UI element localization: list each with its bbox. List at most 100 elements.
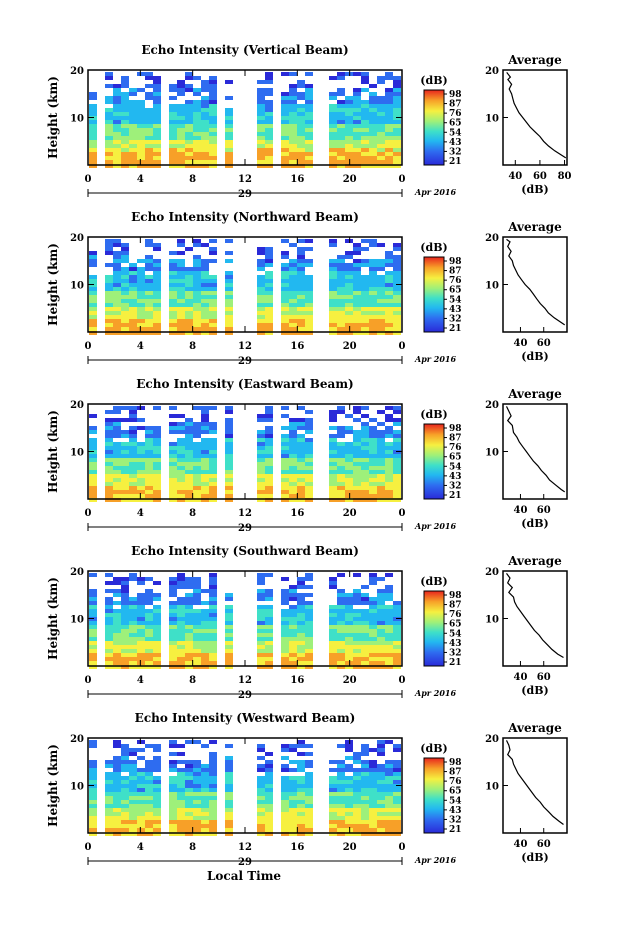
heatmap-cell [113, 259, 121, 263]
heatmap-cell [209, 752, 217, 756]
heatmap-cell [345, 796, 353, 800]
heatmap-cell [113, 164, 121, 168]
heatmap-cell [225, 128, 233, 132]
heatmap-cell [145, 490, 153, 494]
heatmap-cell [385, 263, 393, 267]
heatmap-cell [281, 148, 289, 152]
heatmap-cell [345, 466, 353, 470]
heatmap-cell [193, 597, 201, 601]
heatmap-cell [289, 657, 297, 661]
heatmap-cell [145, 267, 153, 271]
heatmap-cell [153, 768, 161, 772]
heatmap-cell [385, 828, 393, 832]
heatmap-cell [121, 832, 129, 836]
heatmap-cell [337, 601, 345, 605]
heatmap-cell [193, 136, 201, 140]
heatmap-cell [289, 597, 297, 601]
heatmap-cell [305, 665, 313, 669]
heatmap-cell [113, 796, 121, 800]
heatmap-cell [177, 120, 185, 124]
heatmap-cell [193, 482, 201, 486]
heatmap-cell [369, 418, 377, 422]
heatmap-cell [185, 808, 193, 812]
heatmap-cell [129, 796, 137, 800]
heatmap-cell [353, 494, 361, 498]
heatmap-cell [113, 104, 121, 108]
heatmap-cell [385, 279, 393, 283]
heatmap-cell [225, 744, 233, 748]
heatmap-cell [265, 780, 273, 784]
heatmap-cell [201, 132, 209, 136]
heatmap-cell [153, 486, 161, 490]
heatmap-cell [329, 808, 337, 812]
heatmap-cell [113, 148, 121, 152]
heatmap-cell [209, 275, 217, 279]
heatmap-cell [209, 474, 217, 478]
heatmap-cell [105, 426, 113, 430]
date-label: 29 [238, 523, 252, 534]
heatmap-cell [153, 259, 161, 263]
heatmap-cell [177, 259, 185, 263]
heatmap-cell [209, 331, 217, 335]
heatmap-cell [121, 327, 129, 331]
heatmap-cell [201, 323, 209, 327]
x-tick-label: 16 [290, 508, 304, 519]
heatmap-cell [329, 307, 337, 311]
heatmap-cell [225, 792, 233, 796]
heatmap-cell [137, 629, 145, 633]
heatmap-cell [193, 641, 201, 645]
heatmap-cell [361, 311, 369, 315]
heatmap-cell [345, 756, 353, 760]
heatmap-cell [265, 426, 273, 430]
heatmap-cell [113, 740, 121, 744]
heatmap-cell [105, 116, 113, 120]
heatmap-cell [265, 621, 273, 625]
heatmap-cell [129, 486, 137, 490]
heatmap-cell [337, 271, 345, 275]
heatmap-cell [353, 808, 361, 812]
heatmap-cell [209, 613, 217, 617]
heatmap-cell [137, 275, 145, 279]
heatmap-cell [105, 410, 113, 414]
heatmap-cell [289, 271, 297, 275]
heatmap-cell [305, 653, 313, 657]
heatmap-cell [369, 104, 377, 108]
heatmap-cell [393, 820, 401, 824]
heatmap-cell [265, 804, 273, 808]
heatmap-cell [169, 96, 177, 100]
heatmap-cell [289, 605, 297, 609]
heatmap-cell [193, 311, 201, 315]
heatmap-cell [121, 271, 129, 275]
heatmap-cell [377, 144, 385, 148]
heatmap-cell [193, 92, 201, 96]
heatmap-cell [361, 490, 369, 494]
heatmap-cell [209, 756, 217, 760]
heatmap-cell [377, 80, 385, 84]
heatmap-cell [193, 657, 201, 661]
heatmap-cell [345, 645, 353, 649]
heatmap-cell [193, 148, 201, 152]
heatmap-cell [377, 243, 385, 247]
heatmap-cell [121, 434, 129, 438]
heatmap-cell [281, 255, 289, 259]
heatmap-cell [145, 661, 153, 665]
heatmap-cell [89, 649, 97, 653]
heatmap-cell [185, 593, 193, 597]
heatmap-cell [209, 136, 217, 140]
heatmap-cell [177, 458, 185, 462]
heatmap-cell [305, 462, 313, 466]
heatmap-cell [257, 315, 265, 319]
heatmap-cell [129, 267, 137, 271]
heatmap-cell [329, 303, 337, 307]
heatmap-cell [201, 442, 209, 446]
colorbar-tick-label: 76 [449, 777, 462, 787]
heatmap-cell [113, 478, 121, 482]
heatmap-cell [121, 828, 129, 832]
heatmap-cell [369, 327, 377, 331]
heatmap-cell [385, 116, 393, 120]
heatmap-cell [129, 132, 137, 136]
heatmap-cell [193, 740, 201, 744]
heatmap-cell [281, 494, 289, 498]
heatmap-cell [225, 144, 233, 148]
heatmap-cell [185, 824, 193, 828]
